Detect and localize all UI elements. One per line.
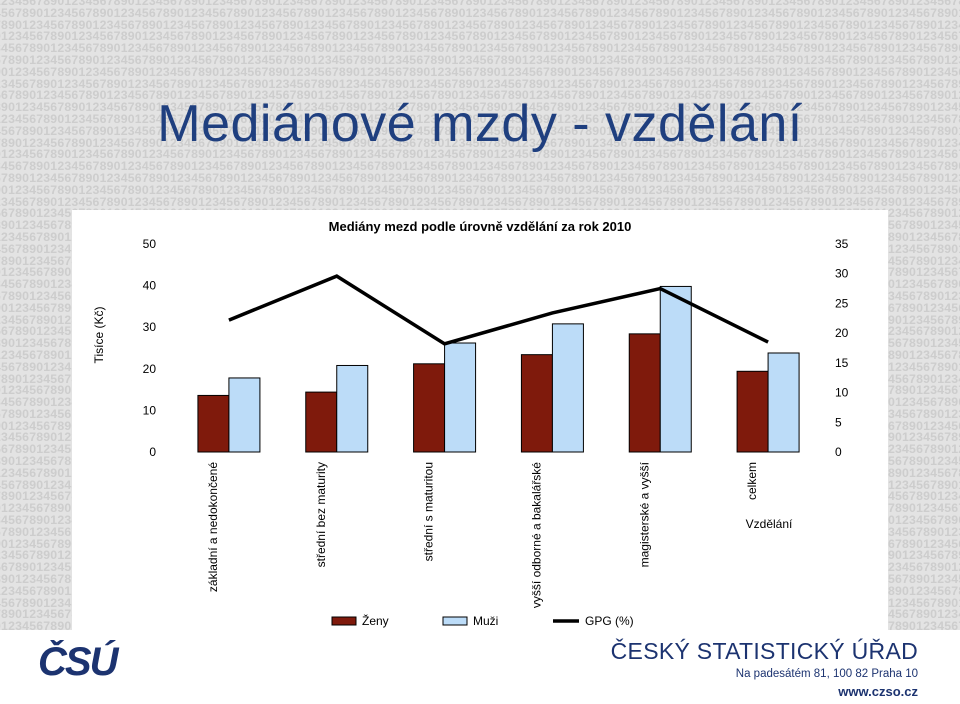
y2-tick-label: 0: [835, 445, 842, 459]
y-tick-label: 10: [143, 403, 157, 417]
czso-logo-text: ČSÚ: [38, 640, 120, 680]
y-tick-label: 20: [143, 362, 157, 376]
y-tick-label: 30: [143, 320, 157, 334]
category-label: celkem: [745, 462, 759, 500]
category-label: střední bez maturity: [314, 462, 328, 567]
bar-zeny: [520, 354, 553, 453]
y2-tick-label: 10: [835, 386, 849, 400]
bar-zeny: [413, 363, 446, 453]
bar-muzi: [336, 364, 369, 453]
y2-tick-label: 20: [835, 326, 849, 340]
bar-muzi: [444, 342, 477, 453]
org-name: ČESKÝ STATISTICKÝ ÚŘAD: [610, 638, 918, 664]
czso-logo: ČSÚ: [38, 640, 122, 680]
footer: [0, 630, 960, 704]
chart-panel: Mediány mezd podle úrovně vzdělání za ro…: [72, 210, 888, 630]
y2-tick-label: 5: [835, 415, 842, 429]
category-label: magisterské a vyšší: [637, 461, 651, 567]
slide-title: Mediánové mzdy - vzdělání: [157, 95, 803, 153]
y2-tick-label: 35: [835, 237, 849, 251]
legend-swatch-zeny: [331, 616, 357, 626]
category-label: vyšší odborné a bakalářské: [529, 462, 543, 608]
y-tick-label: 0: [149, 445, 156, 459]
chart-title: Mediány mezd podle úrovně vzdělání za ro…: [329, 219, 632, 234]
legend-label-gpg: GPG (%): [585, 614, 634, 628]
y-axis-label: Tisíce (Kč): [92, 307, 106, 364]
y2-tick-label: 25: [835, 296, 849, 310]
y-tick-label: 50: [143, 237, 157, 251]
bar-zeny: [305, 391, 338, 453]
gpg-line: [228, 274, 769, 346]
org-website-link[interactable]: www.czso.cz: [838, 684, 918, 699]
x-axis-label: Vzdělání: [746, 517, 793, 531]
legend-label-zeny: Ženy: [362, 613, 389, 628]
chart-legend: Ženy Muži GPG (%): [331, 613, 634, 628]
bar-muzi: [659, 285, 692, 453]
bar-zeny: [736, 370, 769, 453]
legend-swatch-muzi: [442, 616, 468, 626]
y2-tick-label: 30: [835, 267, 849, 281]
category-label: střední s maturitou: [422, 462, 436, 561]
org-address: Na padesátém 81, 100 82 Praha 10: [735, 668, 918, 680]
bar-muzi: [767, 352, 800, 453]
category-label: základní a nedokončené: [206, 462, 220, 592]
chart-svg: Mediány mezd podle úrovně vzdělání za ro…: [92, 219, 849, 628]
bar-muzi: [551, 323, 584, 453]
legend-label-muzi: Muži: [473, 614, 498, 628]
bar-zeny: [628, 333, 661, 453]
y-tick-label: 40: [143, 279, 157, 293]
bar-muzi: [228, 377, 261, 453]
y2-tick-label: 15: [835, 356, 849, 370]
bar-zeny: [197, 394, 230, 453]
